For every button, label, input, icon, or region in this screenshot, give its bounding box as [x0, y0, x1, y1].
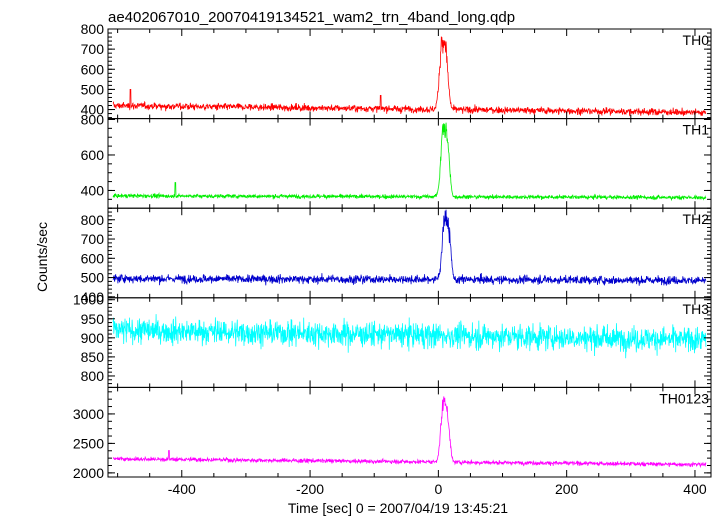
y-tick-label: 400 [81, 182, 105, 198]
y-tick-label: 400 [81, 102, 105, 118]
y-tick-label: 500 [81, 270, 105, 286]
series-line-th3 [112, 314, 707, 359]
y-tick-label: 600 [81, 61, 105, 77]
panel-th3: 800 850 900 950 1000 TH3 [73, 292, 712, 388]
x-tick-label: -200 [296, 481, 324, 497]
series-line-th0123 [112, 396, 707, 469]
panel-frame [107, 386, 712, 478]
panel-label: TH0 [683, 32, 710, 48]
panel-label: TH0123 [659, 390, 709, 406]
y-tick-label: 700 [81, 41, 105, 57]
y-tick-label: 800 [81, 111, 105, 127]
panel-frame [107, 118, 712, 209]
panel-th0: 400 500 600 700 800 TH0 [81, 21, 712, 120]
panel-th1: 400 600 800 TH1 [81, 111, 712, 209]
y-tick-label: 3000 [73, 406, 104, 422]
y-tick-label: 2500 [73, 435, 104, 451]
panel-label: TH2 [683, 211, 710, 227]
series-line-th1 [112, 122, 707, 202]
panel-frame [107, 207, 712, 299]
chart-title: ae402067010_20070419134521_wam2_trn_4ban… [108, 9, 515, 26]
series-line-th2 [112, 209, 707, 286]
panel-label: TH3 [683, 301, 710, 317]
y-tick-label: 700 [81, 231, 105, 247]
y-tick-label: 500 [81, 81, 105, 97]
y-tick-label: 600 [81, 250, 105, 266]
y-tick-label: 800 [81, 212, 105, 228]
y-tick-label: 850 [81, 349, 105, 365]
y-tick-label: 1000 [73, 292, 104, 308]
panels-group: 400 500 600 700 800 TH0 400 600 800 TH1 400 500 600 7… [73, 21, 712, 497]
y-tick-label: 900 [81, 330, 105, 346]
y-tick-label: 800 [81, 368, 105, 384]
x-tick-label: -400 [168, 481, 196, 497]
panel-th0123: 2000 2500 3000 TH0123 [73, 386, 712, 481]
panel-th2: 400 500 600 700 800 TH2 [81, 207, 712, 305]
x-tick-label: 400 [683, 481, 707, 497]
x-tick-label: 200 [555, 481, 579, 497]
panel-label: TH1 [683, 122, 710, 138]
x-axis-label: Time [sec] 0 = 2007/04/19 13:45:21 [288, 500, 508, 516]
x-tick-label: 0 [434, 481, 442, 497]
series-line-th0 [112, 36, 707, 117]
y-tick-label: 950 [81, 311, 105, 327]
y-tick-label: 400 [81, 289, 105, 305]
y-axis-label: Counts/sec [34, 222, 50, 292]
y-tick-label: 2000 [73, 465, 104, 481]
y-tick-label: 800 [81, 21, 105, 37]
y-tick-label: 600 [81, 147, 105, 163]
